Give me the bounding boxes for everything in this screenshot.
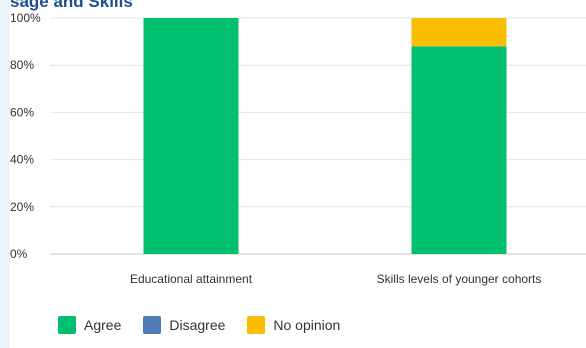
- stacked-bar-chart: 0% 20% 40% 60% 80% 100% Educational attainment…: [10, 11, 586, 286]
- bar-segment-agree: [143, 18, 239, 254]
- y-tick-label: 100%: [10, 11, 41, 25]
- chart-legend: Agree Disagree No opinion: [58, 316, 362, 334]
- legend-item-disagree: Disagree: [143, 316, 225, 334]
- y-tick-label: 80%: [10, 58, 34, 72]
- bar-segment-agree: [411, 46, 507, 254]
- x-category-label: Educational attainment: [130, 272, 253, 286]
- y-tick-label: 40%: [10, 153, 34, 167]
- legend-label-no-opinion: No opinion: [273, 317, 341, 333]
- y-tick-label: 20%: [10, 200, 34, 214]
- y-tick-label: 60%: [10, 105, 34, 119]
- x-category-label: Skills levels of younger cohorts: [377, 272, 542, 286]
- legend-item-agree: Agree: [58, 316, 121, 334]
- legend-label-agree: Agree: [84, 317, 122, 333]
- legend-swatch-agree: [58, 316, 76, 334]
- chart-title: sage and Skills: [10, 0, 133, 11]
- legend-swatch-no-opinion: [247, 316, 266, 334]
- legend-item-no-opinion: No opinion: [247, 316, 340, 334]
- bar-segment-no-opinion: [411, 18, 507, 47]
- legend-label-disagree: Disagree: [169, 317, 226, 333]
- chart-panel: sage and Skills 0% 20% 40% 60% 80% 100% Educat…: [10, 0, 586, 348]
- legend-swatch-disagree: [143, 316, 162, 334]
- y-tick-label: 0%: [10, 247, 28, 261]
